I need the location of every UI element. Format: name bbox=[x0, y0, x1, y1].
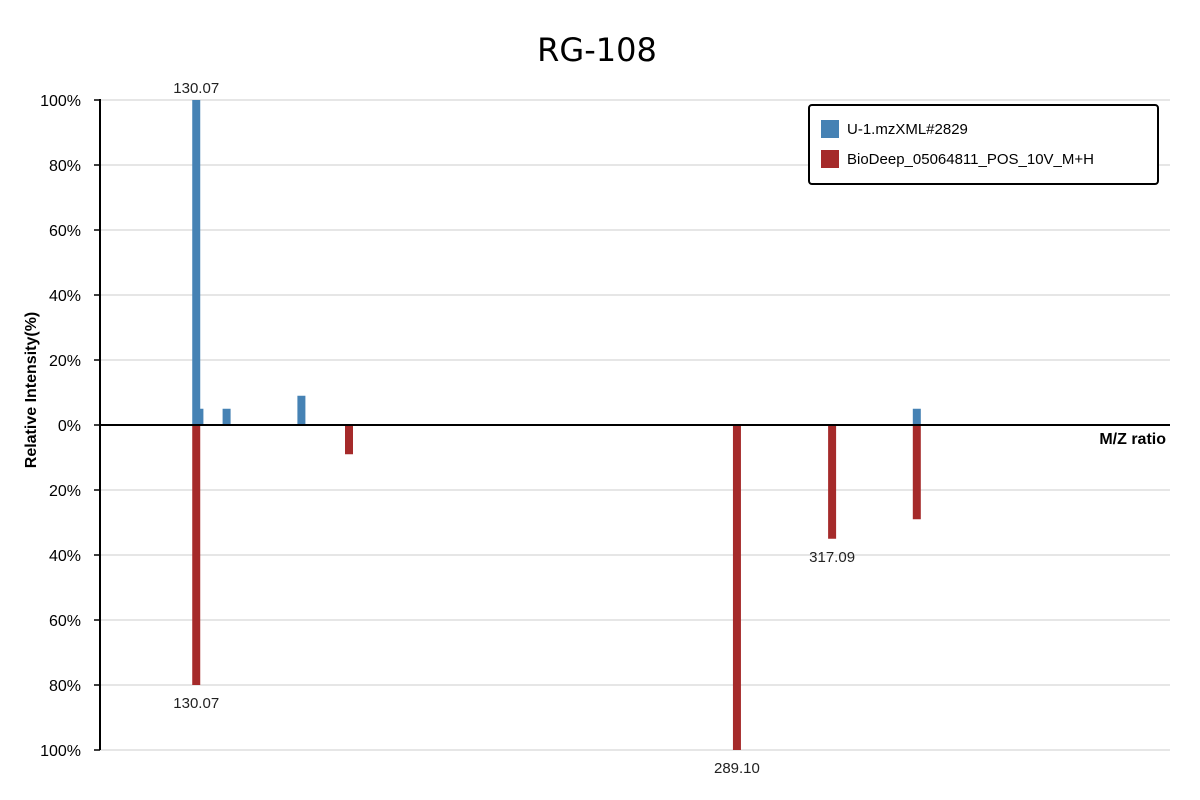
legend-box bbox=[808, 104, 1159, 185]
y-tick-label: 80% bbox=[49, 158, 81, 175]
y-tick-label: 40% bbox=[49, 548, 81, 565]
peak-label-series-1: 130.07 bbox=[173, 80, 219, 97]
legend-swatch-series-1 bbox=[821, 120, 839, 138]
peak-bar-series-1 bbox=[192, 100, 201, 425]
peak-bar-series-2 bbox=[345, 425, 353, 455]
peak-bar-series-2 bbox=[732, 425, 741, 750]
peak-labels: 130.07 130.07 289.10 317.09 bbox=[173, 80, 855, 777]
peak-label-series-2: 289.10 bbox=[714, 760, 760, 777]
legend-swatch-series-2 bbox=[821, 150, 839, 168]
peak-label-series-2: 130.07 bbox=[173, 695, 219, 712]
y-tick-label: 100% bbox=[40, 93, 81, 110]
legend-label-series-2: BioDeep_05064811_POS_10V_M+H bbox=[847, 151, 1094, 168]
peak-bar-series-1 bbox=[297, 395, 306, 425]
peak-bar-series-2 bbox=[912, 425, 921, 520]
chart-title: RG-108 bbox=[537, 31, 657, 69]
y-tick-label: 60% bbox=[49, 223, 81, 240]
peak-bar-series-2 bbox=[192, 425, 201, 685]
peak-bar-series-1 bbox=[195, 408, 204, 425]
y-tick-label: 20% bbox=[49, 483, 81, 500]
y-tick-label: 0% bbox=[58, 418, 81, 435]
x-axis-label: M/Z ratio bbox=[1099, 431, 1166, 448]
peak-bars bbox=[192, 100, 921, 750]
legend-label-series-1: U-1.mzXML#2829 bbox=[847, 121, 968, 138]
legend: U-1.mzXML#2829 BioDeep_05064811_POS_10V_… bbox=[808, 104, 1159, 185]
y-tick-label: 40% bbox=[49, 288, 81, 305]
y-tick-label: 60% bbox=[49, 613, 81, 630]
peak-bar-series-1 bbox=[912, 408, 921, 425]
y-tick-label: 20% bbox=[49, 353, 81, 370]
y-axis-ticks: 100% 80% 60% 40% 20% 0% 20% 40% 60% 80% 100% bbox=[40, 93, 100, 760]
y-axis-label: Relative Intensity(%) bbox=[23, 312, 40, 468]
y-tick-label: 80% bbox=[49, 678, 81, 695]
peak-bar-series-2 bbox=[828, 425, 837, 539]
peak-label-series-2: 317.09 bbox=[809, 549, 855, 566]
y-tick-label: 100% bbox=[40, 743, 81, 760]
peak-bar-series-1 bbox=[222, 408, 231, 425]
